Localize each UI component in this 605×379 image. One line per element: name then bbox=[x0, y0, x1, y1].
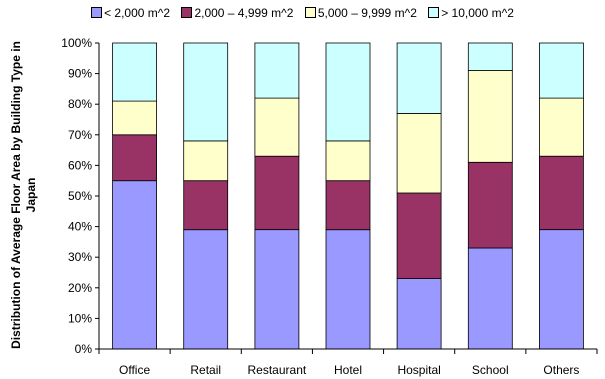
y-tick-label: 100% bbox=[61, 36, 92, 50]
legend-label: > 10,000 m^2 bbox=[441, 6, 514, 20]
bar-segment bbox=[254, 42, 300, 99]
x-tick-label: Hospital bbox=[397, 363, 440, 377]
legend-item-lt-2000: < 2,000 m^2 bbox=[91, 6, 170, 20]
legend-swatch bbox=[181, 7, 193, 18]
bar-segment bbox=[325, 229, 371, 350]
y-tick-label: 10% bbox=[68, 311, 92, 325]
legend-item-5000-9999: 5,000 – 9,999 m^2 bbox=[304, 6, 417, 20]
y-tick-label: 90% bbox=[68, 67, 92, 81]
bar-segment bbox=[467, 161, 513, 249]
y-tick-label: 30% bbox=[68, 250, 92, 264]
bar-segment bbox=[467, 42, 513, 71]
y-tick-label: 70% bbox=[68, 128, 92, 142]
legend-swatch bbox=[304, 7, 316, 18]
bar-segment bbox=[183, 140, 229, 182]
legend-swatch bbox=[428, 7, 440, 18]
bar-segment bbox=[396, 192, 442, 279]
bar-segment bbox=[112, 42, 157, 102]
x-tick-label: Hotel bbox=[334, 363, 362, 377]
bar-segment bbox=[183, 180, 229, 231]
bar-segment bbox=[112, 100, 157, 136]
x-tick-label: Restaurant bbox=[248, 363, 307, 377]
bar-segment bbox=[539, 42, 584, 99]
bar-segment bbox=[112, 180, 157, 350]
y-tick-label: 20% bbox=[68, 281, 92, 295]
legend-label: 5,000 – 9,999 m^2 bbox=[317, 6, 417, 20]
x-tick-label: School bbox=[472, 363, 509, 377]
y-tick-label: 60% bbox=[68, 158, 92, 172]
bar-segment bbox=[254, 155, 300, 230]
bar-segment bbox=[254, 229, 300, 350]
y-tick-label: 0% bbox=[75, 342, 93, 356]
bar-segment bbox=[539, 97, 584, 157]
x-tick-label: Retail bbox=[190, 363, 221, 377]
legend: < 2,000 m^2 2,000 – 4,999 m^2 5,000 – 9,… bbox=[0, 6, 605, 20]
bar-segment bbox=[254, 97, 300, 157]
bar-segment bbox=[539, 155, 584, 230]
bar-segment bbox=[396, 278, 442, 350]
y-tick-label: 80% bbox=[68, 97, 92, 111]
x-tick-label: Office bbox=[119, 363, 150, 377]
bar-segment bbox=[183, 42, 229, 142]
bar-segment bbox=[539, 229, 584, 350]
bar-segment bbox=[325, 180, 371, 231]
x-tick-label: Others bbox=[543, 363, 579, 377]
legend-label: 2,000 – 4,999 m^2 bbox=[194, 6, 294, 20]
legend-label: < 2,000 m^2 bbox=[104, 6, 171, 20]
bar-segment bbox=[183, 229, 229, 350]
legend-swatch bbox=[91, 7, 103, 18]
bar-segment bbox=[112, 134, 157, 182]
y-tick-label: 40% bbox=[68, 220, 92, 234]
legend-item-2000-4999: 2,000 – 4,999 m^2 bbox=[181, 6, 293, 20]
bar-segment bbox=[325, 140, 371, 182]
bar-segment bbox=[467, 70, 513, 163]
bar-segment bbox=[325, 42, 371, 142]
bar-segment bbox=[396, 113, 442, 194]
bar-segment bbox=[467, 247, 513, 350]
legend-item-gt-10000: > 10,000 m^2 bbox=[428, 6, 514, 20]
y-tick-label: 50% bbox=[68, 189, 92, 203]
bar-segment bbox=[396, 42, 442, 114]
